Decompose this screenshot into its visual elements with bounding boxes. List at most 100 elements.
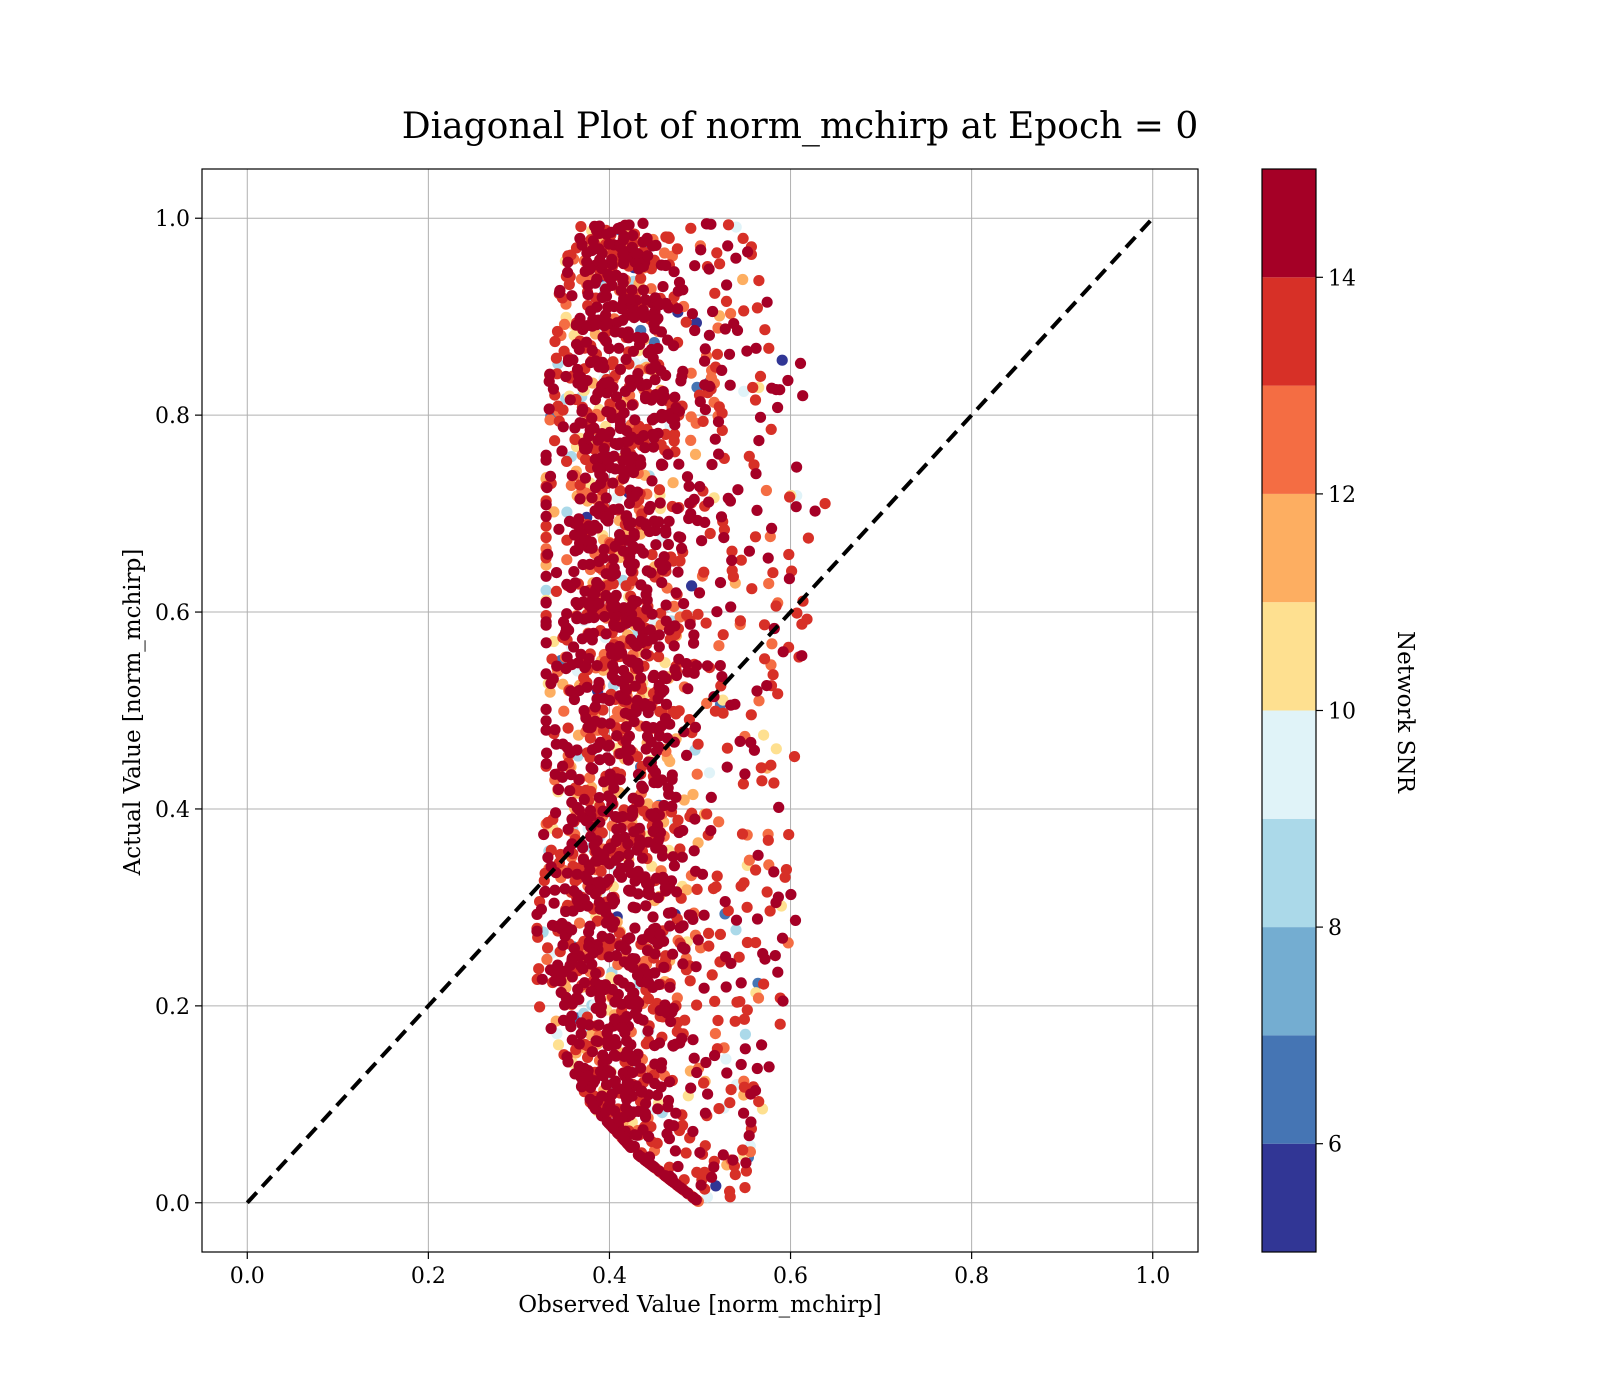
scatter-point [644,624,657,636]
scatter-point [579,585,591,597]
scatter-point [539,886,551,898]
scatter-point [561,741,573,754]
colorbar-segment [1262,1143,1316,1252]
scatter-point [630,706,642,718]
scatter-point [772,401,784,414]
scatter-point [720,295,733,307]
scatter-point [662,538,675,551]
scatter-point [660,297,672,309]
scatter-point [572,983,584,995]
scatter-point [701,660,714,672]
scatter-point [715,511,728,523]
scatter-point [549,724,561,736]
scatter-point [655,1062,667,1074]
scatter-point [579,443,591,455]
scatter-point [566,1034,578,1046]
scatter-point [610,391,623,403]
scatter-point [622,838,634,850]
scatter-point [706,458,718,471]
scatter-point [647,810,659,822]
scatter-point [541,747,553,759]
scatter-point [640,720,652,733]
scatter-point [719,323,731,335]
scatter-point [569,422,581,434]
x-tick-label: 1.0 [1135,1264,1170,1289]
colorbar-segment [1262,493,1316,603]
scatter-point [605,462,617,474]
scatter-point [641,378,653,390]
scatter-point [729,1169,741,1181]
scatter-point [723,348,736,360]
scatter-point [730,914,743,926]
scatter-point [673,458,685,470]
scatter-point [782,374,794,387]
scatter-point [777,646,789,658]
scatter-point [571,611,583,623]
scatter-point [802,532,815,544]
scatter-point [668,860,681,872]
scatter-point [625,995,637,1007]
scatter-point [556,771,569,783]
scatter-point [753,695,765,707]
scatter-point [671,669,683,682]
scatter-point [754,411,767,423]
scatter-point [578,793,590,806]
colorbar-tick-label: 6 [1328,1133,1342,1158]
scatter-point [753,1096,765,1108]
scatter-point [770,743,782,755]
scatter-point [566,971,578,983]
scatter-point [603,858,616,870]
colorbar-tick-label: 12 [1328,483,1356,508]
scatter-point [660,524,672,536]
scatter-point [617,314,629,326]
scatter-point [662,448,674,460]
scatter-point [639,1107,652,1119]
scatter-point [624,293,636,305]
scatter-point [706,1171,718,1183]
scatter-point [617,977,630,989]
scatter-point [691,1066,703,1079]
scatter-point [601,511,613,523]
scatter-point [797,390,809,402]
scatter-point [740,1157,752,1169]
scatter-point [633,840,646,852]
y-tick-label: 0.2 [155,995,190,1020]
scatter-point [552,959,564,971]
scatter-point [705,218,717,230]
scatter-point [747,381,759,394]
scatter-point [625,1039,637,1051]
scatter-point [669,391,681,403]
scatter-point [625,615,638,627]
scatter-point [689,324,701,337]
scatter-point [584,804,597,817]
scatter-point [626,544,639,556]
scatter-point [602,301,614,313]
scatter-point [746,583,758,595]
scatter-point [553,523,565,535]
scatter-point [647,633,659,645]
scatter-point [691,514,704,527]
scatter-point [684,975,696,987]
scatter-point [635,672,647,684]
scatter-point [592,462,604,474]
scatter-point [737,232,749,244]
scatter-point [602,431,614,443]
scatter-point [759,653,771,665]
scatter-point [549,884,561,896]
scatter-point [646,475,658,487]
scatter-point [691,768,703,780]
scatter-point [653,651,665,663]
scatter-point [668,435,680,447]
scatter-point [712,1014,724,1027]
scatter-point [618,258,630,270]
scatter-point [558,318,571,330]
scatter-point [642,976,655,988]
scatter-point [738,877,750,889]
scatter-point [756,775,768,787]
scatter-point [642,250,654,262]
scatter-point [739,768,751,780]
scatter-point [649,359,662,372]
scatter-point [584,772,596,784]
scatter-point [694,1147,706,1159]
